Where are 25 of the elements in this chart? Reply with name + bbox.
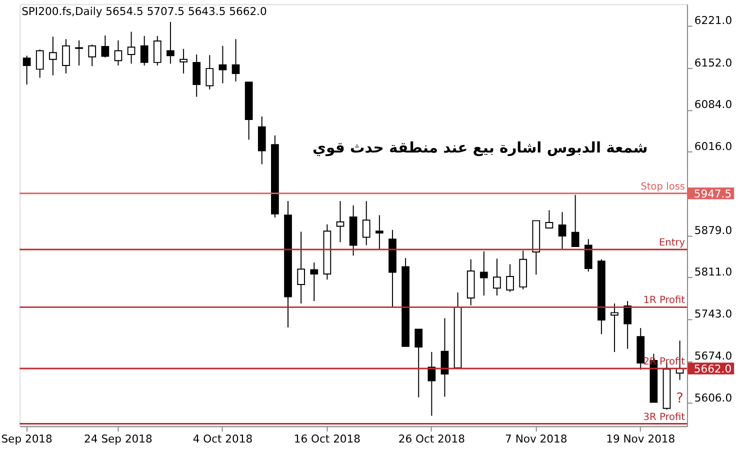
ref-line-label: Stop loss — [640, 181, 686, 192]
ref-line-label: Entry — [658, 238, 686, 249]
chart-title: SPI200.fs,Daily 5654.5 5707.5 5643.5 5662.0 — [22, 4, 267, 18]
ref-line-label: 1R Profit — [643, 295, 686, 306]
ref-line-label: 3R Profit — [643, 412, 686, 423]
y-tick-label: 6221.0 — [694, 14, 732, 28]
annotation: شمعة الدبوس اشارة بيع عند منطقة حدث قوي — [312, 140, 648, 157]
x-tick-label: 4 Oct 2018 — [192, 432, 253, 446]
annotation: ? — [676, 390, 684, 407]
y-tick-label: 6084.0 — [694, 98, 732, 112]
y-tick-label: 5662.0 — [694, 362, 732, 376]
y-tick-label: 5811.0 — [694, 266, 732, 279]
x-tick-label: 16 Oct 2018 — [294, 432, 361, 446]
y-tick-label: 5674.0 — [694, 350, 732, 363]
x-tick-label: 26 Oct 2018 — [398, 432, 466, 446]
y-tick-label: 6016.0 — [694, 140, 732, 153]
y-tick-label: 5743.0 — [694, 307, 732, 320]
y-tick-label: 6152.0 — [694, 56, 732, 70]
y-tick-label: 5947.5 — [694, 187, 732, 200]
y-tick-label: 5879.0 — [694, 224, 732, 237]
x-tick-label: 19 Nov 2018 — [606, 432, 676, 446]
x-tick-label: Sep 2018 — [1, 432, 53, 446]
x-tick-label: 7 Nov 2018 — [505, 432, 568, 446]
y-tick-label: 5606.0 — [694, 391, 732, 404]
x-tick-label: 24 Sep 2018 — [84, 432, 153, 446]
